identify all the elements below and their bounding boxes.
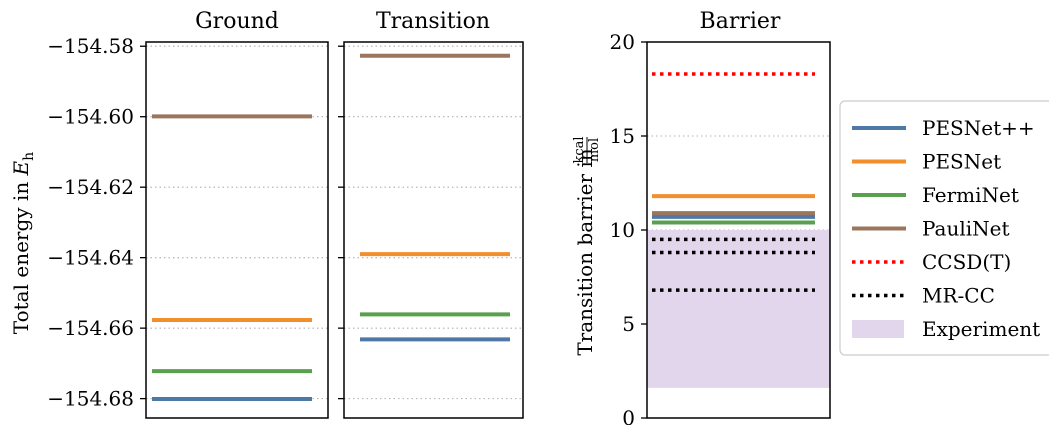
y-tick-label: 15 xyxy=(610,124,635,148)
ground-title: Ground xyxy=(195,9,279,34)
experiment-band xyxy=(647,230,830,388)
legend-label: CCSD(T) xyxy=(922,250,1011,274)
legend: PESNet++ PESNet FermiNet PauliNet CCSD(T) MR-… xyxy=(839,100,1049,356)
barrier-axis-label: Transition barrier in kcal mol xyxy=(572,136,602,355)
energy-axis-label-sub: h xyxy=(21,152,37,161)
legend-label: PESNet++ xyxy=(922,116,1035,140)
legend-swatch xyxy=(852,320,904,338)
y-tick-label: 10 xyxy=(610,218,635,242)
y-tick-label: −154.62 xyxy=(47,175,134,199)
y-tick-label: −154.60 xyxy=(47,105,134,129)
transition-title: Transition xyxy=(376,9,490,34)
y-tick-label: −154.68 xyxy=(47,387,134,411)
plot-layer: −154.58 −154.60 −154.62 −154.64 −154.66 −154.… xyxy=(47,30,831,425)
legend-label: Experiment xyxy=(922,317,1040,341)
plot-frame xyxy=(646,41,831,419)
legend-label: PauliNet xyxy=(922,217,1010,241)
energy-axis-label-main: Total energy in xyxy=(9,175,33,334)
y-tick-label: −154.58 xyxy=(47,34,134,58)
energy-axis-label-symbol: E xyxy=(9,160,33,176)
y-tick-label: 0 xyxy=(622,406,635,425)
legend-label: FermiNet xyxy=(922,183,1019,207)
plot-frame xyxy=(145,41,329,419)
barrier-title: Barrier xyxy=(700,9,781,34)
y-tick-label: 5 xyxy=(622,312,635,336)
barrier-axis-label-main: Transition barrier in xyxy=(573,148,597,355)
barrier-axis-label-num: kcal xyxy=(572,136,587,163)
legend-label: MR-CC xyxy=(922,284,995,308)
legend-label: PESNet xyxy=(922,150,1001,174)
barrier-axis-label-den: mol xyxy=(587,138,602,162)
energy-axis-label: Total energy in Eh xyxy=(9,152,37,334)
y-tick-label: 20 xyxy=(610,30,635,54)
legend-box xyxy=(839,100,1049,356)
y-tick-label: −154.64 xyxy=(47,246,134,270)
y-tick-label: −154.66 xyxy=(47,316,134,340)
plot-frame xyxy=(343,41,524,419)
